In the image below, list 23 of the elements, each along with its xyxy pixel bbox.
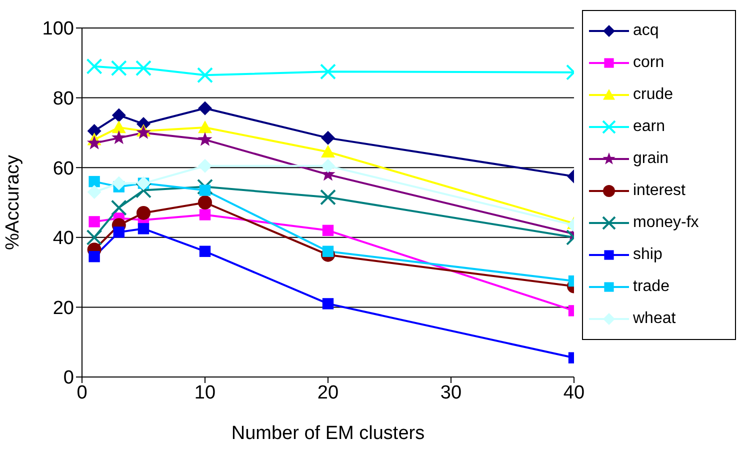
legend-label: trade: [633, 278, 670, 296]
y-tick-label: 60: [52, 158, 74, 180]
legend-label: wheat: [633, 310, 676, 328]
x-tick-label: 30: [440, 382, 462, 404]
x-tick-label: 0: [76, 382, 88, 404]
legend-label: corn: [633, 54, 664, 72]
legend-label: interest: [633, 182, 686, 200]
x-tick-label: 40: [563, 382, 585, 404]
legend-label: earn: [633, 118, 666, 136]
x-tick-label: 10: [194, 382, 216, 404]
x-axis-title: Number of EM clusters: [231, 423, 425, 444]
legend-label: grain: [633, 150, 669, 168]
x-tick-label: 20: [317, 382, 339, 404]
legend-label: money-fx: [633, 214, 699, 232]
y-tick-label: 20: [52, 298, 74, 319]
y-tick-label: 80: [52, 88, 74, 110]
legend-label: crude: [633, 86, 674, 104]
legend-label: ship: [633, 246, 662, 264]
y-tick-label: 0: [63, 368, 74, 389]
y-tick-label: 100: [42, 18, 74, 40]
y-tick-label: 40: [52, 228, 74, 250]
y-axis-title: %Accuracy: [2, 154, 24, 250]
legend-label: acq: [633, 22, 659, 40]
